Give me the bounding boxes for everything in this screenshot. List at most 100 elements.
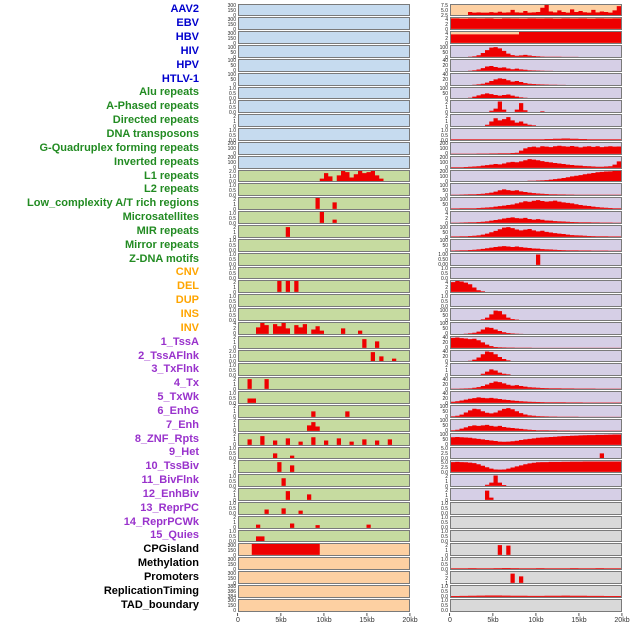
track-row: Inverted repeats 200 100 0 200 100 0 <box>2 155 628 171</box>
y-tick-label: 0.0 <box>229 109 236 116</box>
signal-panel-left <box>238 543 410 557</box>
y-tick-label: 0 <box>445 192 448 199</box>
signal-panel-right <box>450 17 622 31</box>
track-row: 1_TssA 2 1 0 40 20 0 <box>2 335 628 351</box>
track-row: 6_EnhG 2 1 0 100 50 0 <box>2 404 628 421</box>
signal-panel-left <box>238 141 410 155</box>
signal-area <box>239 295 409 306</box>
track-label: DNA transposons <box>106 128 200 141</box>
y-tick-label: 386 <box>227 589 236 596</box>
y-tick-label: 100 <box>439 182 448 189</box>
signal-area <box>451 397 621 403</box>
y-tick-label: 2 <box>233 404 236 411</box>
y-tick-label: 1 <box>233 201 236 208</box>
signal-panel-right <box>450 294 622 308</box>
y-axis-ticks-left: 200 100 0 <box>204 155 238 171</box>
signal-panel-left <box>238 58 410 72</box>
y-tick-label: 0 <box>233 289 236 296</box>
y-tick-label: 0.5 <box>229 215 236 222</box>
y-tick-label: 0 <box>233 26 236 33</box>
y-tick-label: 0 <box>233 442 236 449</box>
y-tick-label: 1 <box>445 367 448 374</box>
y-tick-label: 1 <box>445 492 448 499</box>
y-axis-ticks-right: 5.0 2.5 0.0 <box>410 460 450 475</box>
y-tick-label: 0 <box>445 248 448 255</box>
y-tick-label: 0.0 <box>229 220 236 227</box>
y-tick-label: 1.0 <box>441 501 448 508</box>
y-tick-label: 4 <box>445 210 448 217</box>
y-tick-label: 1.0 <box>441 556 448 563</box>
track-row: Promoters 300 150 0 3 2 1 <box>2 570 628 587</box>
y-tick-label: 1.0 <box>229 501 236 508</box>
y-tick-label: 1.0 <box>229 362 236 369</box>
y-tick-label: 0.5 <box>229 132 236 139</box>
y-tick-label: 2 <box>233 335 236 342</box>
signal-panel-left <box>238 584 410 598</box>
y-tick-label: 0.0 <box>229 511 236 518</box>
y-axis-ticks-left: 1.0 0.5 0.0 <box>204 501 238 518</box>
y-tick-label: 0 <box>445 331 448 338</box>
signal-panel-right <box>450 72 622 86</box>
signal-area <box>451 227 621 237</box>
y-tick-label: 1 <box>445 580 448 587</box>
y-axis-ticks-left: 2.0 1.0 0.0 <box>204 169 238 185</box>
y-axis-ticks-left: 100 50 0 <box>204 45 238 60</box>
signal-panel-right <box>450 86 622 100</box>
track-label: 15_Quies <box>150 529 199 542</box>
y-tick-label: 2 <box>233 224 236 231</box>
y-axis-ticks-right: 100 50 0 <box>410 225 450 240</box>
y-tick-label: 0 <box>445 220 448 227</box>
signal-area <box>451 145 621 154</box>
y-tick-label: 2 <box>233 418 236 425</box>
y-tick-label: 300 <box>227 570 236 577</box>
y-tick-label: 0 <box>233 82 236 89</box>
y-axis-ticks-right: 40 20 0 <box>410 72 450 88</box>
signal-panel-left <box>238 308 410 321</box>
signal-panel-right <box>450 183 622 197</box>
y-tick-label: 2 <box>445 487 448 494</box>
x-tick-label: 20kb <box>402 613 417 624</box>
track-label: 6_EnhG <box>157 404 199 417</box>
y-tick-label: 0 <box>233 414 236 421</box>
y-tick-label: 2.5 <box>441 464 448 471</box>
track-label: 11_BivFlnk <box>141 474 199 487</box>
signal-area <box>239 309 409 320</box>
signal-area <box>451 540 621 542</box>
y-tick-label: 0 <box>233 566 236 573</box>
track-label: Microsatellites <box>122 211 199 224</box>
y-tick-label: 0 <box>233 40 236 47</box>
y-tick-label: 2 <box>445 473 448 480</box>
x-axis-right: 0 5kb 10kb 15kb 20kb <box>448 612 630 628</box>
signal-area <box>451 65 621 71</box>
signal-area <box>239 452 409 459</box>
y-tick-label: 0.5 <box>229 104 236 111</box>
track-row: Directed repeats 2 1 0 2 1 0 <box>2 114 628 129</box>
y-tick-label: 2 <box>233 487 236 494</box>
signal-area <box>451 568 621 570</box>
signal-panel-left <box>238 266 410 280</box>
signal-panel-right <box>450 515 622 529</box>
signal-area <box>239 411 409 417</box>
y-tick-label: 0.0 <box>441 594 448 601</box>
y-tick-label: 200 <box>439 141 448 148</box>
track-label: 2_TssAFlnk <box>138 349 199 362</box>
track-label: INS <box>180 307 199 320</box>
signal-panel-right <box>450 58 622 72</box>
track-row: 2_TssAFlnk 2.0 1.0 0.0 40 20 0 <box>2 349 628 365</box>
y-tick-label: 2 <box>445 35 448 42</box>
y-axis-ticks-left: 1.0 0.5 0.0 <box>204 529 238 545</box>
y-tick-label: 40 <box>442 349 448 356</box>
signal-area <box>239 586 409 597</box>
y-tick-label: 0 <box>233 151 236 158</box>
y-tick-label: 100 <box>439 44 448 51</box>
y-tick-label: 1.0 <box>229 266 236 273</box>
signal-area <box>451 117 621 127</box>
y-tick-label: 0.0 <box>229 456 236 462</box>
signal-area <box>239 544 409 556</box>
signal-area <box>239 435 409 445</box>
signal-panel-right <box>450 529 622 543</box>
y-tick-label: 0.5 <box>441 271 448 278</box>
